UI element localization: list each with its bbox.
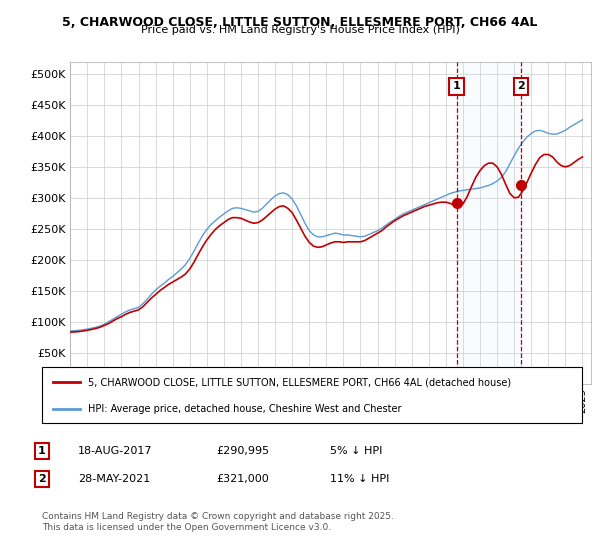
Text: 5, CHARWOOD CLOSE, LITTLE SUTTON, ELLESMERE PORT, CH66 4AL: 5, CHARWOOD CLOSE, LITTLE SUTTON, ELLESM… <box>62 16 538 29</box>
Text: 1: 1 <box>38 446 46 456</box>
Text: Price paid vs. HM Land Registry's House Price Index (HPI): Price paid vs. HM Land Registry's House … <box>140 25 460 35</box>
Text: 28-MAY-2021: 28-MAY-2021 <box>78 474 150 484</box>
Text: 1: 1 <box>453 81 460 91</box>
Text: HPI: Average price, detached house, Cheshire West and Chester: HPI: Average price, detached house, Ches… <box>88 404 401 414</box>
Text: £321,000: £321,000 <box>216 474 269 484</box>
Text: Contains HM Land Registry data © Crown copyright and database right 2025.
This d: Contains HM Land Registry data © Crown c… <box>42 512 394 532</box>
Text: 18-AUG-2017: 18-AUG-2017 <box>78 446 152 456</box>
Text: 11% ↓ HPI: 11% ↓ HPI <box>330 474 389 484</box>
Text: 5, CHARWOOD CLOSE, LITTLE SUTTON, ELLESMERE PORT, CH66 4AL (detached house): 5, CHARWOOD CLOSE, LITTLE SUTTON, ELLESM… <box>88 377 511 388</box>
Text: 5% ↓ HPI: 5% ↓ HPI <box>330 446 382 456</box>
Bar <box>457 62 521 384</box>
Text: £290,995: £290,995 <box>216 446 269 456</box>
Text: 2: 2 <box>517 81 525 91</box>
Text: 2: 2 <box>38 474 46 484</box>
